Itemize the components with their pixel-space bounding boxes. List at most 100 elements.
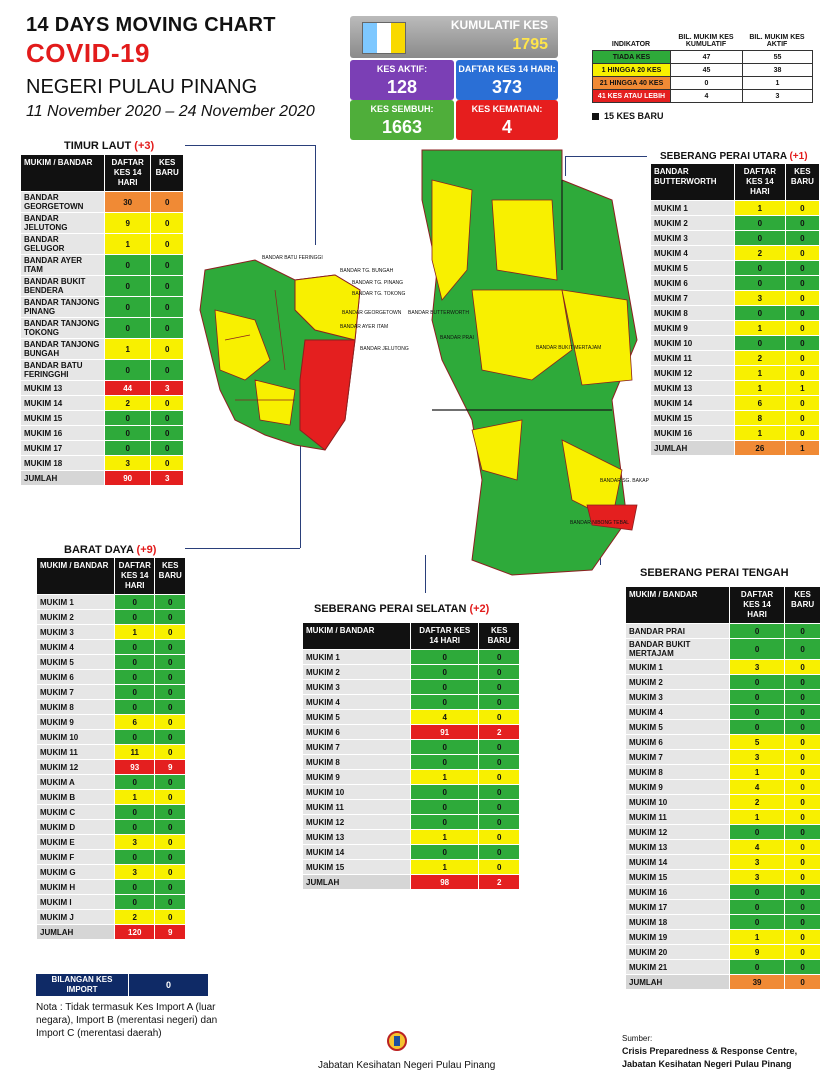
timur-table: MUKIM / BANDAR DAFTAR KES 14 HARI KES BARU…: [20, 154, 184, 486]
cases-14-days: 30: [103, 191, 152, 213]
row-label: MUKIM B: [36, 789, 115, 805]
new-cases: 0: [784, 689, 821, 705]
footer-src2: Jabatan Kesihatan Negeri Pulau Pinang: [622, 1059, 792, 1069]
total-row: JUMLAH 90 3: [20, 470, 184, 486]
row-label: MUKIM 4: [625, 704, 730, 720]
map-label-georgetown: BANDAR GEORGETOWN: [342, 310, 402, 316]
new-cases: 0: [784, 899, 821, 915]
indicator-legend: INDIKATOR BIL. MUKIM KES KUMULATIF BIL. …: [592, 22, 813, 121]
footer-src1: Crisis Preparedness & Response Centre,: [622, 1046, 798, 1056]
row-label: MUKIM 12: [36, 759, 115, 775]
row-label: MUKIM 16: [625, 884, 730, 900]
row-label: MUKIM I: [36, 894, 115, 910]
indicator-active-header: BIL. MUKIM KES AKTIF: [749, 34, 805, 48]
cases-14-days: 0: [409, 784, 480, 800]
cases-14-days: 4: [409, 709, 480, 725]
row-label: BANDAR GEORGETOWN: [20, 191, 105, 213]
cases-14-days: 0: [734, 305, 786, 321]
cases-14-days: 0: [113, 849, 156, 865]
row-label: MUKIM 4: [650, 245, 735, 261]
table-row: MUKIM 17 0 0: [625, 899, 821, 915]
table-row: MUKIM 15 8 0: [650, 410, 821, 426]
table-row: MUKIM 12 1 0: [650, 365, 821, 381]
row-label: MUKIM 11: [36, 744, 115, 760]
table-row: BANDAR TANJONG TOKONG 0 0: [20, 317, 184, 339]
cases-14-days: 93: [113, 759, 156, 775]
table-row: MUKIM 13 1 1: [650, 380, 821, 396]
row-label: MUKIM A: [36, 774, 115, 790]
kematian-box: KES KEMATIAN: 4: [456, 100, 558, 140]
new-cases: 0: [478, 859, 520, 875]
total-new: 1: [784, 440, 821, 456]
new-cases: 0: [784, 929, 821, 945]
table-row: MUKIM 6 91 2: [302, 724, 520, 740]
new-cases: 0: [784, 260, 821, 276]
new-cases: 0: [150, 455, 184, 471]
row-label: MUKIM 15: [20, 410, 105, 426]
cases-14-days: 6: [734, 395, 786, 411]
new-cases: 0: [784, 200, 821, 216]
row-label: MUKIM 8: [625, 764, 730, 780]
row-label: MUKIM F: [36, 849, 115, 865]
cases-14-days: 0: [728, 719, 786, 735]
new-cases: 1: [784, 380, 821, 396]
table-row: MUKIM 17 0 0: [20, 440, 184, 456]
cases-14-days: 0: [103, 410, 152, 426]
barat-table: MUKIM / BANDAR DAFTAR KES 14 HARI KES BARU…: [36, 557, 186, 940]
row-label: MUKIM 10: [36, 729, 115, 745]
table-row: BANDAR BUKIT BENDERA 0 0: [20, 275, 184, 297]
new-cases: 3: [150, 380, 184, 396]
import-value: 0: [128, 974, 208, 996]
column-header: KES BARU: [154, 557, 186, 595]
map-label-bakap: BANDAR SG. BAKAP: [600, 478, 649, 484]
table-row: MUKIM 16 0 0: [20, 425, 184, 441]
cases-14-days: 44: [103, 380, 152, 396]
row-label: MUKIM 13: [302, 829, 411, 845]
new-cases: 0: [784, 839, 821, 855]
cases-14-days: 2: [113, 909, 156, 925]
new-cases: 0: [478, 784, 520, 800]
row-label: MUKIM 18: [20, 455, 105, 471]
map-label-prai: BANDAR PRAI: [440, 335, 474, 341]
table-row: MUKIM 10 0 0: [302, 784, 520, 800]
cases-14-days: 6: [113, 714, 156, 730]
total-row: JUMLAH 120 9: [36, 924, 186, 940]
row-label: MUKIM 14: [20, 395, 105, 411]
indicator-active: 55: [742, 50, 813, 64]
table-row: MUKIM 18 0 0: [625, 914, 821, 930]
new-cases: 0: [784, 410, 821, 426]
header-state: NEGERI PULAU PINANG: [26, 76, 258, 98]
row-label: MUKIM 7: [302, 739, 411, 755]
new-cases: 2: [478, 724, 520, 740]
cases-14-days: 0: [113, 669, 156, 685]
new-cases: 0: [784, 290, 821, 306]
new-cases: 9: [154, 759, 186, 775]
new-cases: 0: [784, 425, 821, 441]
new-cases: 0: [154, 594, 186, 610]
cases-14-days: 11: [113, 744, 156, 760]
new-cases: 0: [154, 729, 186, 745]
row-label: MUKIM 4: [302, 694, 411, 710]
new-cases: 0: [154, 744, 186, 760]
new-cases: 0: [784, 809, 821, 825]
total-new: 0: [784, 974, 821, 990]
new-cases: 0: [154, 654, 186, 670]
new-cases: 0: [154, 684, 186, 700]
map-label-tokong: BANDAR TG. TOKONG: [352, 291, 406, 297]
indicator-label: 41 KES ATAU LEBIH: [592, 89, 671, 103]
column-header: DAFTAR KES 14 HARI: [103, 154, 152, 192]
cases-14-days: 0: [728, 959, 786, 975]
indicator-table: TIADA KES 47 55 1 HINGGA 20 KES 45 38 21 HINGG…: [592, 50, 813, 103]
indicator-label: TIADA KES: [592, 50, 671, 64]
